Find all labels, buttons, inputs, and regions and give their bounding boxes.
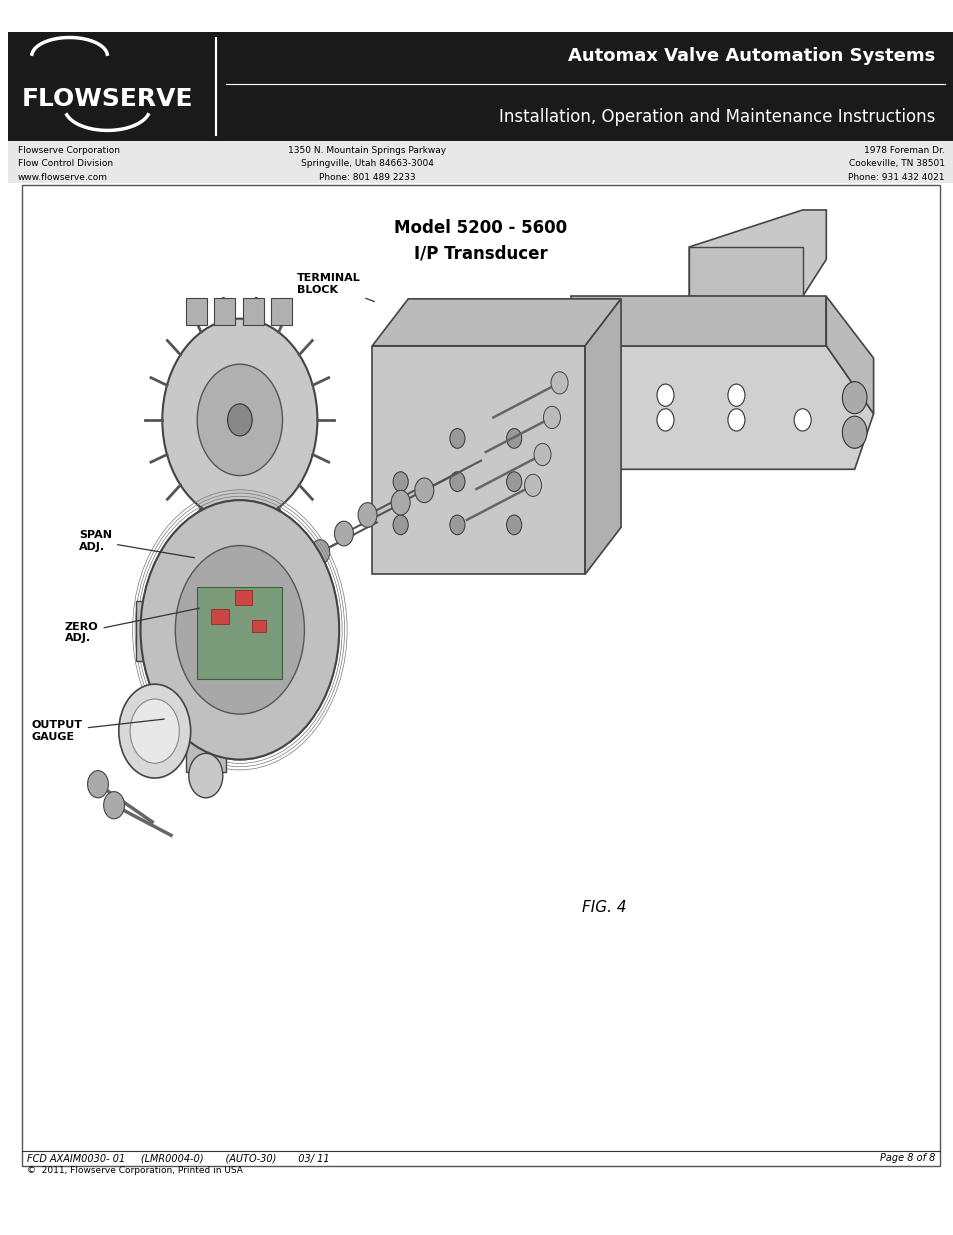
Circle shape: [162, 319, 317, 521]
Polygon shape: [825, 296, 873, 414]
Text: SPAN
ADJ.: SPAN ADJ.: [79, 530, 194, 558]
Circle shape: [524, 474, 541, 496]
Polygon shape: [688, 210, 825, 296]
Bar: [372, 346, 584, 574]
Text: Page 8 of 8: Page 8 of 8: [879, 1153, 934, 1163]
Bar: [186, 298, 207, 325]
Circle shape: [189, 753, 223, 798]
Bar: [135, 601, 183, 661]
Circle shape: [119, 684, 191, 778]
Circle shape: [391, 490, 410, 515]
Bar: [271, 298, 292, 325]
Text: Springville, Utah 84663-3004: Springville, Utah 84663-3004: [301, 159, 434, 168]
Circle shape: [657, 409, 674, 431]
Text: ©  2011, Flowserve Corporation, Printed in USA: © 2011, Flowserve Corporation, Printed i…: [27, 1166, 243, 1174]
Circle shape: [727, 409, 744, 431]
Text: 1350 N. Mountain Springs Parkway: 1350 N. Mountain Springs Parkway: [288, 146, 446, 154]
Circle shape: [450, 515, 464, 535]
Circle shape: [228, 404, 252, 436]
Circle shape: [197, 364, 282, 475]
Circle shape: [585, 409, 602, 431]
Circle shape: [506, 472, 521, 492]
Circle shape: [415, 478, 434, 503]
Circle shape: [357, 503, 376, 527]
Text: Cookeville, TN 38501: Cookeville, TN 38501: [847, 159, 943, 168]
Bar: [186, 713, 226, 772]
Text: FIG. 4: FIG. 4: [581, 900, 626, 915]
Circle shape: [506, 429, 521, 448]
Text: Model 5200 - 5600: Model 5200 - 5600: [395, 220, 567, 237]
Polygon shape: [584, 299, 620, 574]
Bar: [234, 590, 252, 605]
Text: Automax Valve Automation Systems: Automax Valve Automation Systems: [567, 47, 934, 65]
Text: Installation, Operation and Maintenance Instructions: Installation, Operation and Maintenance …: [498, 107, 934, 126]
Polygon shape: [533, 346, 873, 469]
Text: Phone: 801 489 2233: Phone: 801 489 2233: [319, 173, 416, 182]
Bar: [9, 141, 953, 183]
Text: FLOWSERVE: FLOWSERVE: [22, 88, 193, 111]
Circle shape: [841, 416, 866, 448]
Polygon shape: [688, 247, 801, 296]
Circle shape: [506, 515, 521, 535]
Circle shape: [140, 500, 339, 760]
Circle shape: [727, 384, 744, 406]
Circle shape: [841, 382, 866, 414]
Text: Flowserve Corporation: Flowserve Corporation: [17, 146, 119, 154]
Text: FCD AXAIM0030- 01     (LMR0004-0)       (AUTO-30)       03/ 11: FCD AXAIM0030- 01 (LMR0004-0) (AUTO-30) …: [27, 1153, 330, 1163]
Circle shape: [130, 699, 179, 763]
Circle shape: [534, 443, 551, 466]
Bar: [197, 587, 282, 679]
Circle shape: [393, 515, 408, 535]
Text: 1978 Foreman Dr.: 1978 Foreman Dr.: [862, 146, 943, 154]
Circle shape: [335, 521, 353, 546]
Circle shape: [585, 384, 602, 406]
Text: Phone: 931 432 4021: Phone: 931 432 4021: [847, 173, 943, 182]
Text: Flow Control Division: Flow Control Division: [17, 159, 112, 168]
Circle shape: [175, 546, 304, 714]
Bar: [252, 620, 266, 632]
Text: www.flowserve.com: www.flowserve.com: [17, 173, 108, 182]
Circle shape: [311, 540, 330, 564]
Circle shape: [393, 472, 408, 492]
Circle shape: [657, 384, 674, 406]
Bar: [9, 32, 953, 141]
Bar: [22, 185, 939, 1166]
Circle shape: [551, 372, 567, 394]
Circle shape: [793, 409, 810, 431]
Circle shape: [450, 472, 464, 492]
Text: I/P Transducer: I/P Transducer: [414, 245, 547, 262]
Circle shape: [104, 792, 124, 819]
Text: TERMINAL
BLOCK: TERMINAL BLOCK: [296, 273, 374, 301]
Circle shape: [88, 771, 109, 798]
Circle shape: [287, 552, 306, 577]
Polygon shape: [570, 296, 825, 346]
Polygon shape: [372, 299, 620, 346]
Bar: [242, 298, 263, 325]
Text: OUTPUT
GAUGE: OUTPUT GAUGE: [31, 719, 164, 742]
Text: ZERO
ADJ.: ZERO ADJ.: [65, 608, 199, 643]
Circle shape: [450, 429, 464, 448]
Bar: [214, 298, 234, 325]
Bar: [212, 609, 229, 624]
Circle shape: [543, 406, 560, 429]
